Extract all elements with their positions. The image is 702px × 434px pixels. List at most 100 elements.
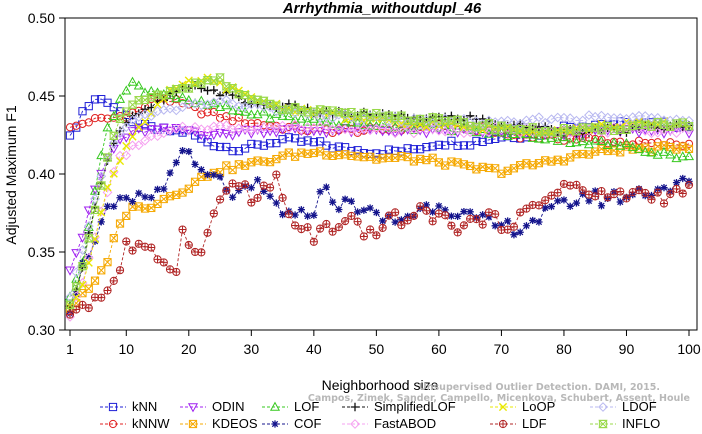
data-point bbox=[246, 95, 257, 104]
data-point bbox=[671, 152, 682, 163]
legend-label: SimplifiedLOF bbox=[374, 399, 456, 414]
data-point bbox=[259, 121, 268, 130]
data-point bbox=[265, 99, 275, 109]
data-point bbox=[234, 182, 243, 191]
data-point bbox=[627, 141, 638, 151]
data-point bbox=[215, 73, 225, 82]
data-point bbox=[296, 113, 307, 123]
data-point bbox=[108, 110, 119, 120]
data-point bbox=[266, 192, 274, 200]
data-point bbox=[565, 126, 576, 135]
data-point bbox=[509, 222, 519, 231]
data-point bbox=[441, 206, 449, 214]
data-point bbox=[602, 139, 613, 150]
data-point bbox=[621, 138, 632, 148]
data-point bbox=[227, 98, 238, 109]
legend-label: FastABOD bbox=[374, 416, 436, 431]
data-point bbox=[202, 124, 213, 135]
data-point bbox=[484, 115, 494, 126]
data-point bbox=[329, 198, 337, 206]
data-point bbox=[672, 178, 681, 187]
data-point bbox=[316, 224, 325, 233]
legend-marker bbox=[187, 403, 199, 413]
plot-area bbox=[64, 73, 695, 322]
data-point bbox=[133, 96, 144, 105]
data-point bbox=[103, 286, 112, 295]
data-point bbox=[114, 93, 126, 103]
data-point bbox=[258, 106, 269, 116]
data-point bbox=[502, 130, 513, 141]
data-point bbox=[184, 240, 193, 250]
legend-item: KDEOS bbox=[180, 416, 258, 431]
data-point bbox=[190, 121, 200, 132]
data-point bbox=[541, 196, 550, 205]
data-point bbox=[308, 127, 319, 137]
data-point bbox=[183, 125, 194, 136]
data-point bbox=[171, 105, 182, 116]
data-point bbox=[310, 211, 318, 219]
data-point bbox=[684, 122, 694, 131]
data-point bbox=[627, 121, 638, 131]
data-point bbox=[460, 207, 468, 216]
data-point bbox=[672, 184, 681, 194]
data-point bbox=[209, 85, 219, 95]
data-point bbox=[202, 76, 213, 85]
data-point bbox=[591, 192, 600, 201]
legend-label: kNNW bbox=[132, 416, 170, 431]
data-point bbox=[277, 105, 288, 115]
data-point bbox=[90, 95, 100, 104]
data-point bbox=[121, 85, 132, 95]
data-point bbox=[597, 186, 606, 196]
data-point bbox=[178, 146, 187, 155]
y-tick-label: 0.30 bbox=[28, 322, 55, 338]
data-point bbox=[421, 129, 432, 139]
data-point bbox=[427, 124, 438, 135]
data-point bbox=[572, 180, 581, 189]
data-point bbox=[441, 141, 450, 150]
data-point bbox=[453, 228, 462, 237]
data-point bbox=[315, 116, 326, 126]
data-point bbox=[77, 233, 88, 243]
data-point bbox=[321, 106, 332, 115]
data-point bbox=[510, 231, 518, 239]
data-point bbox=[103, 202, 112, 210]
x-tick-label: 60 bbox=[431, 341, 447, 357]
data-point bbox=[297, 137, 306, 146]
data-point bbox=[440, 126, 451, 137]
x-tick-label: 90 bbox=[619, 341, 635, 357]
data-point bbox=[96, 150, 107, 160]
data-point bbox=[191, 160, 199, 168]
data-point bbox=[140, 135, 150, 146]
x-tick-label: 70 bbox=[494, 341, 510, 357]
data-point bbox=[671, 119, 682, 128]
data-point bbox=[327, 106, 338, 115]
data-point bbox=[584, 123, 594, 132]
data-point bbox=[466, 208, 474, 216]
legend-label: COF bbox=[294, 416, 322, 431]
data-point bbox=[222, 142, 231, 152]
data-point bbox=[409, 116, 419, 125]
legend-label: LOF bbox=[294, 399, 319, 414]
data-point bbox=[177, 91, 188, 102]
data-point bbox=[115, 219, 125, 228]
legend-item: FastABOD bbox=[342, 416, 436, 431]
data-point bbox=[552, 128, 563, 137]
data-point bbox=[159, 258, 168, 267]
data-point bbox=[302, 108, 313, 117]
data-point bbox=[103, 258, 112, 267]
data-point bbox=[122, 237, 131, 246]
data-point bbox=[197, 248, 206, 257]
data-point bbox=[133, 80, 144, 90]
legend-marker bbox=[271, 420, 279, 428]
data-point bbox=[121, 133, 132, 143]
data-point bbox=[615, 140, 626, 150]
data-point bbox=[103, 114, 112, 123]
data-point bbox=[315, 105, 325, 114]
data-point bbox=[603, 193, 612, 202]
data-point bbox=[83, 221, 94, 232]
data-point bbox=[253, 140, 262, 149]
data-point bbox=[533, 133, 544, 143]
data-point bbox=[327, 113, 338, 124]
data-point bbox=[108, 131, 119, 140]
data-point bbox=[227, 131, 238, 141]
